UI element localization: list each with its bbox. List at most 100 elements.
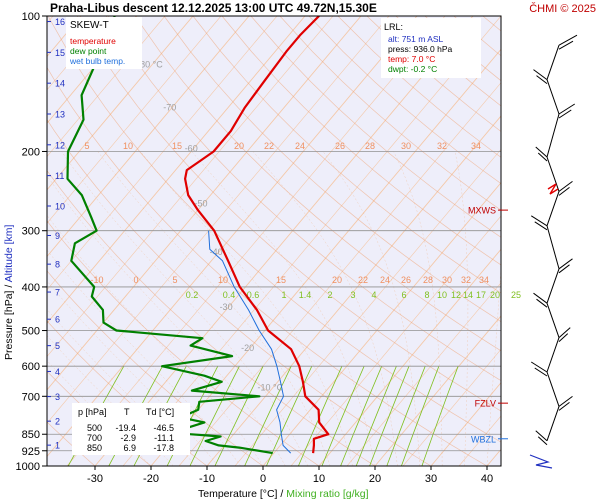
pressure-tick-label: 300 — [22, 226, 40, 238]
isotherm-line — [47, 16, 362, 391]
mixing-ratio-label: 20 — [490, 290, 500, 300]
wind-barb-icon — [558, 402, 570, 411]
altitude-tick-label: 4 — [55, 367, 60, 377]
moist-adiabat-line — [140, 151, 353, 466]
mixing-ratio-label: 1.4 — [299, 290, 312, 300]
dry-adiabat-line — [221, 16, 501, 266]
lrl-pressure: press: 936.0 hPa — [388, 44, 453, 54]
dry-adiabat-line — [134, 16, 501, 352]
altitude-tick-label: 7 — [55, 288, 60, 298]
isotherm-label: 20 — [234, 141, 244, 151]
isotherm-label: 30 — [401, 141, 411, 151]
mixing-ratio-label: 10 — [437, 290, 447, 300]
series-line-wet-bulb-temp- — [208, 230, 292, 454]
mixing-ratio-line — [214, 366, 264, 466]
table-header-t: T — [124, 407, 130, 417]
isotherm-line — [346, 282, 501, 466]
wind-barb-icon — [558, 327, 571, 338]
table-cell: 700 — [87, 433, 102, 443]
table-cell: -2.9 — [120, 433, 136, 443]
wind-barb-icon — [535, 430, 548, 442]
mixing-ratio-label: 6 — [401, 290, 406, 300]
wind-barb-icon — [530, 361, 548, 373]
isotherm-label: 30 — [442, 275, 452, 285]
mixing-ratio-label: 1 — [281, 290, 286, 300]
mixing-ratio-line — [401, 366, 440, 466]
mixing-ratio-label: 12 — [451, 290, 461, 300]
altitude-tick-label: 2 — [55, 417, 60, 427]
isotherm-label: 15 — [276, 275, 286, 285]
table-cell: -17.8 — [153, 443, 174, 453]
isotherm-label: 24 — [380, 275, 390, 285]
isotherm-line — [515, 16, 600, 466]
pressure-tick-label: 700 — [22, 391, 40, 403]
altitude-tick-label: 11 — [55, 171, 64, 181]
isotherm-line — [47, 16, 306, 324]
wind-barb-icon — [535, 146, 548, 158]
x-tick-label: -10 — [199, 473, 215, 485]
isotherm-label: 15 — [172, 141, 182, 151]
wind-barb-staff — [546, 191, 560, 226]
marker-label-mxws: MXWS — [468, 206, 496, 216]
table-cell: -11.1 — [154, 433, 174, 443]
isotherm-label: 22 — [264, 141, 274, 151]
mixing-ratio-line — [266, 366, 313, 466]
mixing-ratio-line — [321, 366, 365, 466]
isotherm-line — [234, 148, 501, 466]
isotherm-label: 32 — [437, 141, 447, 151]
dry-adiabat-line — [105, 16, 501, 382]
isotherm-line — [47, 16, 250, 258]
wind-barb-staff — [546, 79, 560, 115]
grid-labels: -80 °C-70-60-50-40-30-20-10 °C5 10 15 20 22 2… — [84, 59, 521, 392]
altitude-tick-label: 8 — [55, 260, 60, 270]
mixing-ratio-label: 0.2 — [186, 290, 199, 300]
wind-barb-staff — [546, 225, 560, 269]
isotherm-line — [47, 16, 278, 291]
legend-title: SKEW-T — [70, 20, 109, 31]
wind-barb-staff — [546, 371, 560, 407]
plot-background — [47, 16, 501, 466]
isotherm-label: -10 °C — [258, 383, 284, 393]
pressure-tick-label: 1000 — [16, 461, 40, 473]
dry-adiabat-line — [76, 16, 501, 412]
isotherm-line — [66, 16, 446, 466]
x-tick-label: -20 — [143, 473, 159, 485]
x-tick-label: 30 — [425, 473, 437, 485]
x-axis-title: Temperature [°C] / Mixing ratio [g/kg] — [198, 488, 369, 500]
isotherm-label: 5 — [172, 275, 177, 285]
isotherm-line — [430, 381, 501, 466]
legend-item-wetbulb: wet bulb temp. — [69, 56, 125, 66]
altitude-tick-label: 15 — [55, 48, 65, 58]
legend-item-dewpoint: dew point — [70, 46, 107, 56]
mixing-ratio-label: 3 — [350, 290, 355, 300]
series-line-temperature — [184, 16, 330, 454]
isotherm-line — [47, 16, 390, 424]
table-header-td: Td [°C] — [146, 407, 174, 417]
mixing-ratio-label: 4 — [371, 290, 376, 300]
pressure-tick-label: 100 — [22, 11, 40, 23]
lrl-altitude: alt: 751 m ASL — [388, 34, 444, 44]
mixing-ratio-line — [386, 366, 426, 466]
moist-adiabat-line — [191, 151, 376, 466]
pressure-tick-label: 925 — [22, 446, 40, 458]
isotherm-label: -60 — [185, 143, 198, 153]
pressure-tick-label: 850 — [22, 429, 40, 441]
wind-barb-icon — [530, 215, 548, 227]
wind-barb-icon — [536, 298, 548, 308]
x-tick-label: 40 — [481, 473, 493, 485]
copyright-label: ČHMI © 2025 — [529, 2, 596, 15]
lrl-title: LRL: — [384, 22, 403, 32]
wind-barb-icon — [558, 187, 570, 196]
y-axis-title: Pressure [hPa] / Altitude [km] — [3, 225, 15, 360]
pressure-tick-label: 600 — [22, 361, 40, 373]
wind-barb-icon — [537, 436, 548, 446]
wind-barb-icon — [558, 333, 569, 342]
mixing-ratio-label: 14 — [463, 290, 473, 300]
isotherm-line — [47, 16, 166, 157]
marker-label-wbzl: WBZL — [471, 434, 496, 444]
dry-adiabat-line — [250, 16, 501, 238]
altitude-tick-label: 3 — [55, 392, 60, 402]
altitude-tick-label: 12 — [55, 140, 65, 150]
isotherm-label: 28 — [423, 275, 433, 285]
